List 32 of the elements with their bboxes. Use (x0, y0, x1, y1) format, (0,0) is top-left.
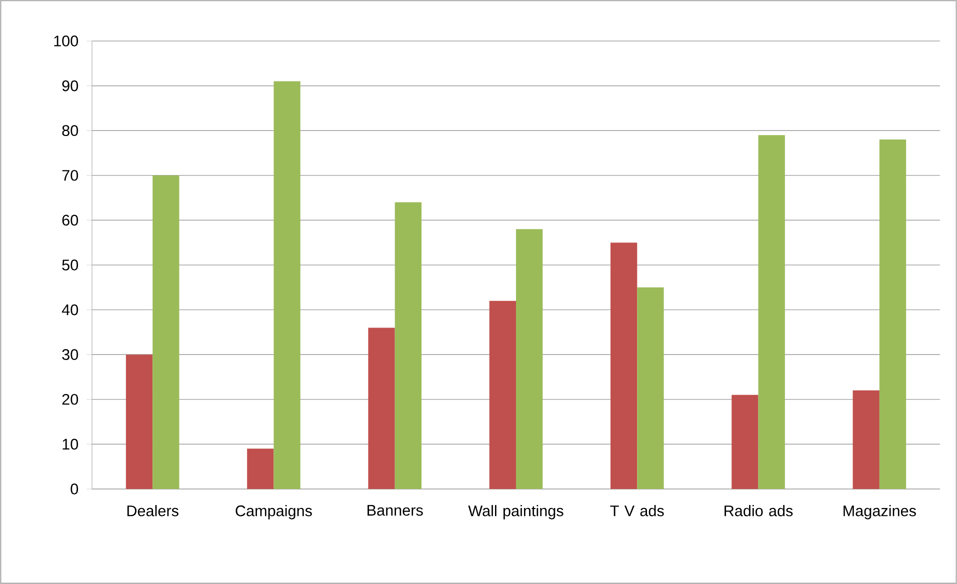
x-tick-label: Magazines (844, 505, 916, 520)
y-tick-label: 30 (62, 349, 78, 360)
bar (274, 81, 300, 489)
bar (758, 135, 785, 489)
bar (732, 394, 758, 489)
bar (637, 287, 664, 489)
x-tick-label: Radio ads (724, 505, 793, 516)
bar (879, 140, 906, 489)
y-tick-label: 10 (62, 438, 78, 450)
y-tick-label: 100 (54, 36, 78, 46)
y-tick-label: 0 (70, 484, 78, 494)
y-tick-label: 90 (62, 80, 78, 92)
bar (610, 242, 638, 489)
bar (152, 175, 180, 489)
y-tick-label: 60 (62, 214, 78, 226)
x-tick-label: Campaigns (236, 505, 312, 520)
bar (516, 229, 543, 489)
y-tick-label: 40 (62, 304, 78, 316)
bar (247, 448, 274, 489)
y-tick-label: 20 (62, 394, 78, 405)
x-tick-label: Wall paintings (468, 505, 564, 520)
bar (126, 354, 153, 489)
x-tick-label: T V ads (610, 505, 664, 516)
y-tick-label: 80 (62, 125, 78, 136)
x-tick-label: Dealers (127, 505, 178, 516)
x-tick-label: Banners (368, 505, 423, 516)
y-tick-label: 50 (62, 260, 78, 270)
bar (489, 300, 516, 489)
bar (368, 328, 395, 489)
y-tick-label: 70 (62, 170, 78, 181)
bar (852, 390, 880, 489)
bar (394, 202, 422, 489)
